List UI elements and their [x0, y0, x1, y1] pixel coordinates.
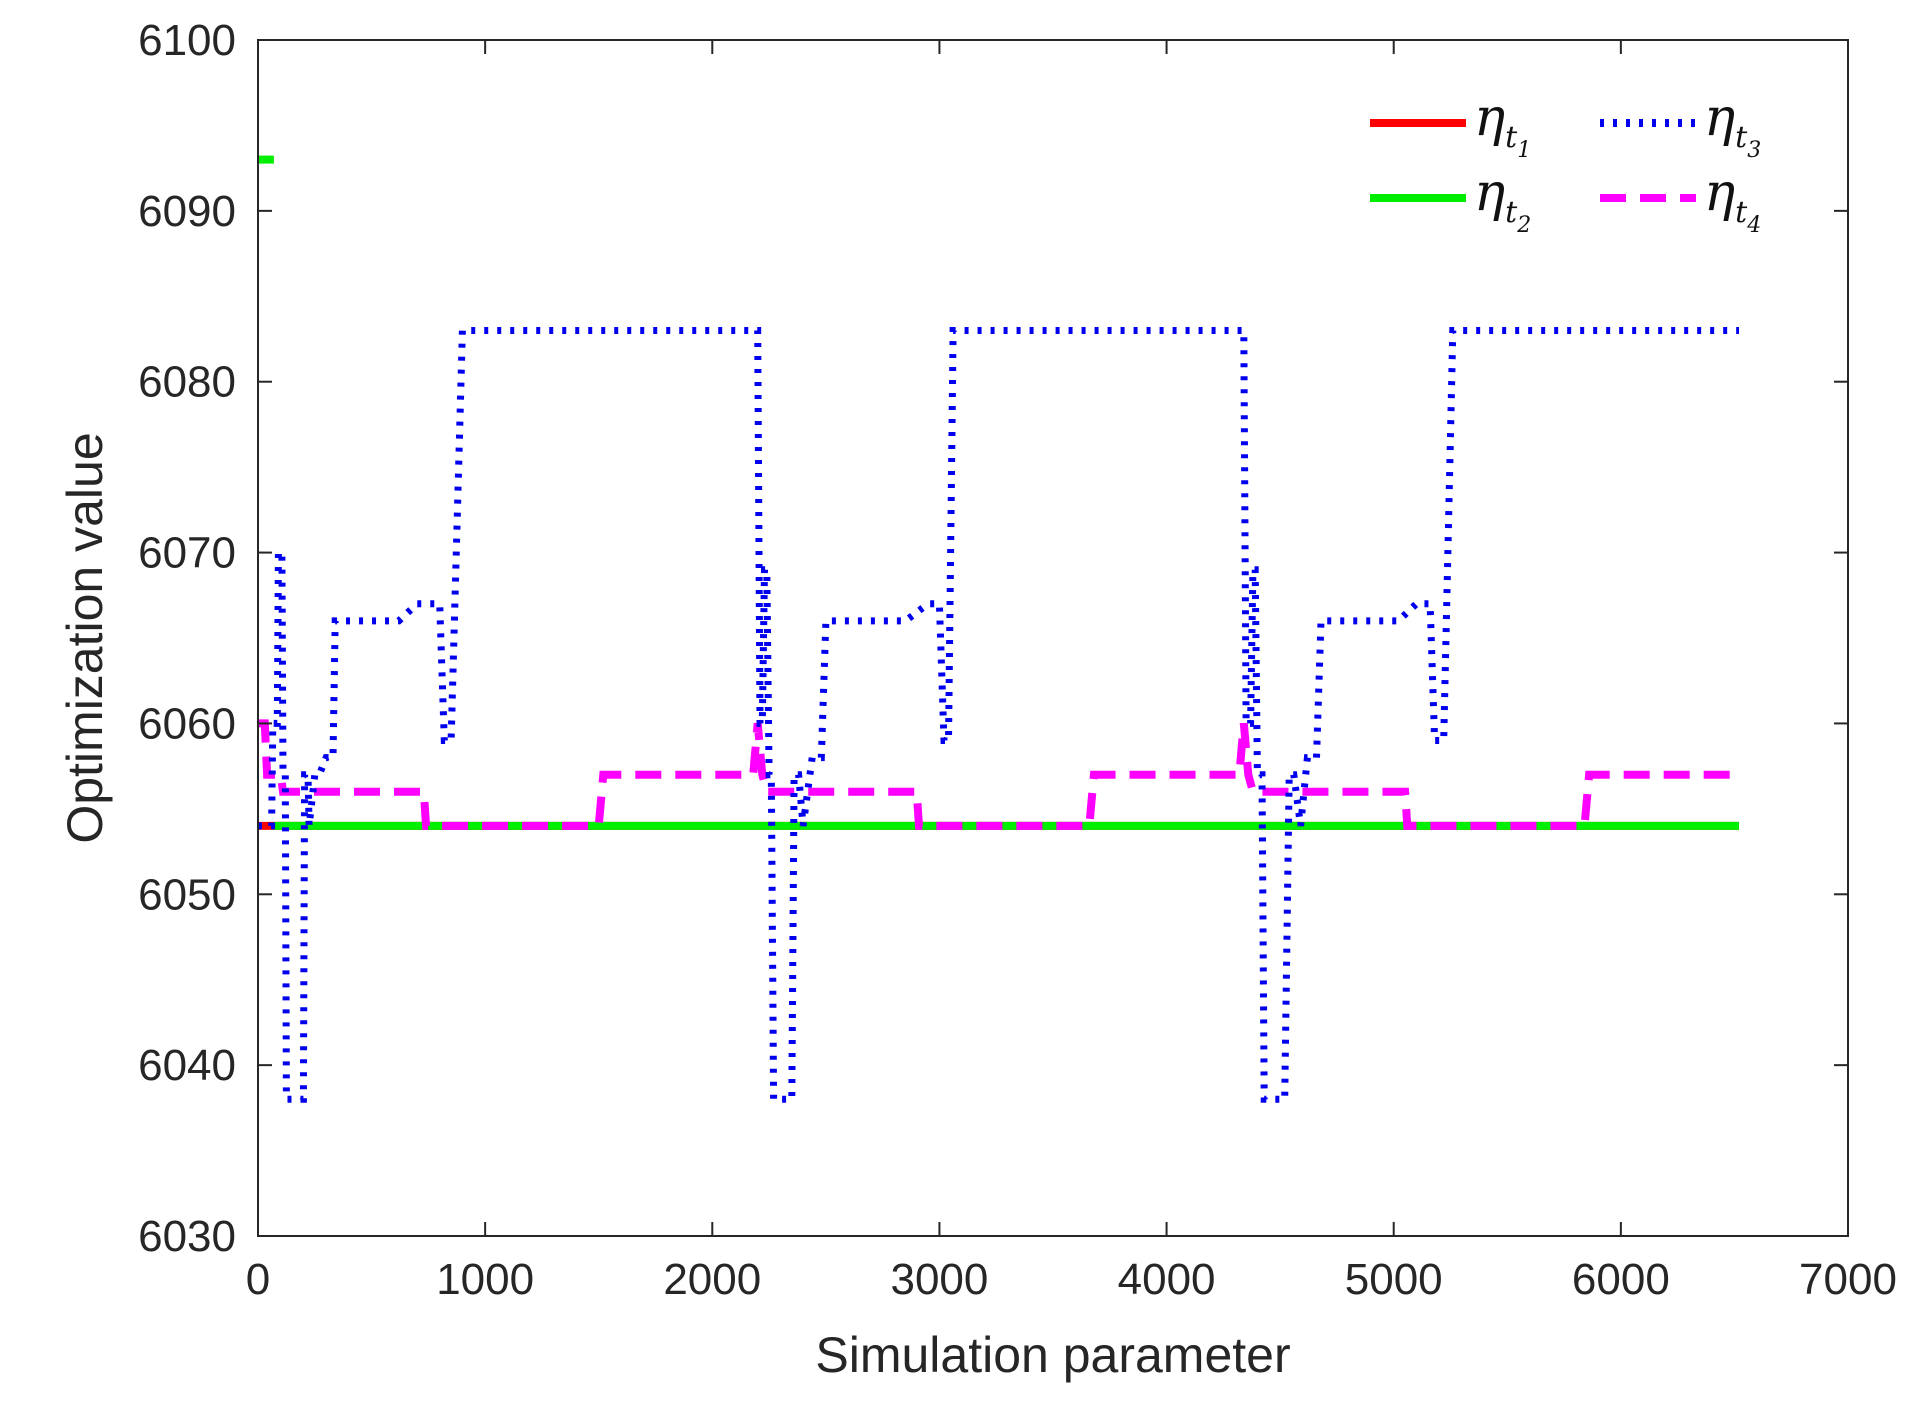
x-tick-label: 7000 — [1799, 1255, 1897, 1304]
y-tick-label: 6060 — [138, 699, 236, 748]
series-line-4 — [258, 719, 1739, 830]
legend-label-1: ηt1 — [1474, 88, 1531, 163]
legend-label-2: ηt2 — [1474, 163, 1531, 238]
tick-labels-group: 0 1000 2000 3000 4000 5000 6000 7000 6030 6040 605… — [138, 16, 1897, 1304]
x-tick-label: 0 — [246, 1255, 270, 1304]
y-tick-label: 6070 — [138, 529, 236, 578]
y-axis-label: Optimization value — [57, 432, 113, 843]
y-tick-label: 6080 — [138, 358, 236, 407]
ticks-group — [257, 39, 1849, 1237]
legend-label-4: ηt4 — [1704, 163, 1761, 238]
series-group — [258, 155, 1739, 1103]
y-tick-label: 6090 — [138, 187, 236, 236]
x-tick-label: 3000 — [890, 1255, 988, 1304]
y-tick-label: 6100 — [138, 16, 236, 65]
x-tick-label: 4000 — [1118, 1255, 1216, 1304]
axes-box — [257, 39, 1849, 1237]
series-line-3 — [258, 327, 1739, 1103]
x-tick-label: 5000 — [1345, 1255, 1443, 1304]
x-tick-label: 1000 — [436, 1255, 534, 1304]
y-tick-label: 6040 — [138, 1041, 236, 1090]
x-tick-label: 6000 — [1572, 1255, 1670, 1304]
x-tick-label: 2000 — [663, 1255, 761, 1304]
x-axis-label: Simulation parameter — [815, 1327, 1290, 1383]
legend-label-3: ηt3 — [1704, 88, 1761, 163]
y-tick-label: 6030 — [138, 1212, 236, 1261]
y-tick-label: 6050 — [138, 870, 236, 919]
